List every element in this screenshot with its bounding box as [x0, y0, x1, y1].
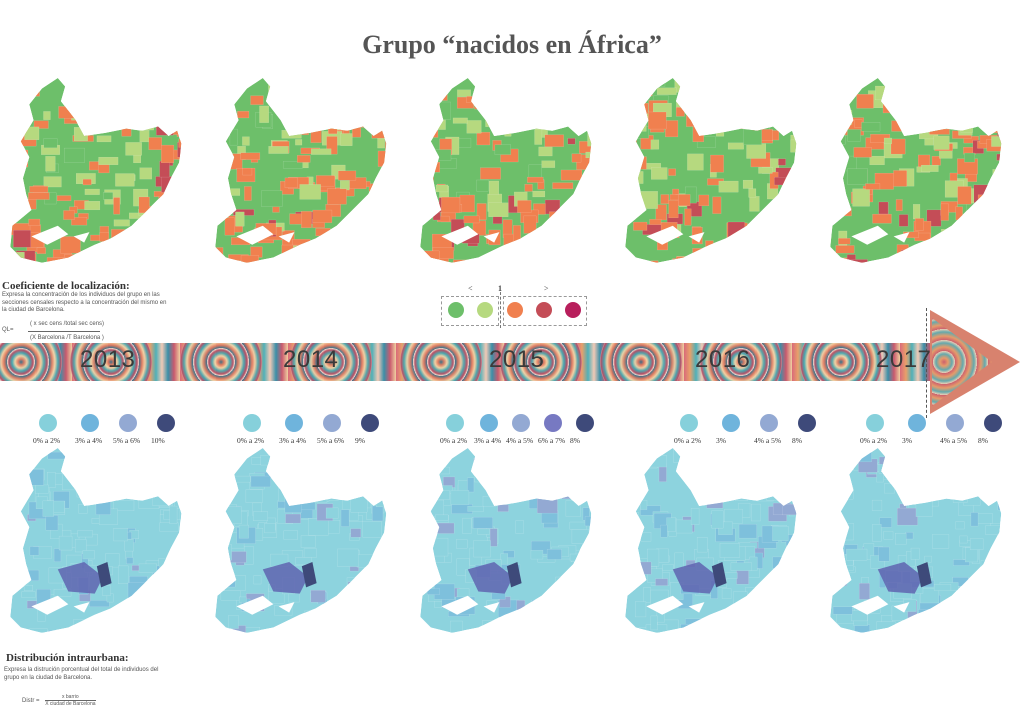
percent-legend-dot	[285, 414, 303, 432]
ql-legend-dot	[536, 302, 552, 318]
percent-legend-label: 6% a 7%	[538, 436, 566, 445]
percent-legend-label: 5% a 6%	[113, 436, 141, 445]
di-formula: Distr = x barrio X ciudad de Barcelona	[22, 694, 96, 707]
di-heading: Distribución intraurbana:	[6, 652, 129, 664]
percent-legend-label: 9%	[355, 436, 365, 445]
ql-map	[0, 78, 200, 273]
percent-legend-dot	[866, 414, 884, 432]
ql-map	[410, 78, 610, 273]
dist-map	[205, 448, 405, 643]
ql-map	[820, 78, 1020, 273]
di-description: Expresa la distrución porcentual del tot…	[4, 667, 159, 681]
percent-legend-label: 0% a 2%	[237, 436, 265, 445]
ql-map	[615, 78, 815, 273]
ql-legend-low-box	[441, 296, 499, 326]
dist-map	[820, 448, 1020, 643]
dist-map	[0, 448, 200, 643]
percent-legend-label: 0% a 2%	[33, 436, 61, 445]
ql-legend-high-box	[503, 296, 587, 326]
ql-legend-less: <	[468, 284, 473, 293]
percent-legend-dot	[984, 414, 1002, 432]
percent-legend-label: 8%	[792, 436, 802, 445]
percent-legend-label: 4% a 5%	[940, 436, 968, 445]
percent-legend-label: 3% a 4%	[75, 436, 103, 445]
timeline-divider	[926, 308, 927, 418]
ql-legend: < 1 >	[441, 284, 587, 328]
percent-legend-label: 3% a 4%	[279, 436, 307, 445]
ql-legend-one: 1	[498, 284, 502, 293]
percent-legend-dot	[576, 414, 594, 432]
page-title: Grupo “nacidos en África”	[362, 30, 662, 59]
ql-legend-dot	[565, 302, 581, 318]
percent-legend-dot	[119, 414, 137, 432]
ql-legend-divider	[500, 292, 501, 328]
percent-legend-label: 0% a 2%	[674, 436, 702, 445]
percent-legend-label: 10%	[151, 436, 165, 445]
percent-legend-dot	[361, 414, 379, 432]
ql-heading: Coeficiente de localización:	[2, 280, 130, 292]
percent-legend-dot	[680, 414, 698, 432]
percent-legend-dot	[243, 414, 261, 432]
percent-legend-dot	[722, 414, 740, 432]
percent-legend-dot	[446, 414, 464, 432]
di-formula-numerator: x barrio	[45, 694, 96, 701]
timeline-band	[0, 343, 935, 381]
di-formula-denominator: X ciudad de Barcelona	[45, 701, 96, 707]
percent-legend-label: 0% a 2%	[860, 436, 888, 445]
ql-map	[205, 78, 405, 273]
ql-explanation: Coeficiente de localización: Expresa la …	[2, 280, 172, 315]
percent-legend-label: 5% a 6%	[317, 436, 345, 445]
percent-legend-dot	[81, 414, 99, 432]
percent-legend-label: 4% a 5%	[754, 436, 782, 445]
ql-description: Expresa la concentración de los individu…	[2, 292, 167, 313]
year-label: 2013	[80, 346, 136, 373]
ql-fraction-bar	[28, 331, 100, 332]
percent-legend-label: 4% a 5%	[506, 436, 534, 445]
dist-map	[410, 448, 610, 643]
ql-legend-dot	[477, 302, 493, 318]
percent-legend-dot	[908, 414, 926, 432]
percent-legend-dot	[760, 414, 778, 432]
percent-legend-label: 3% a 4%	[474, 436, 502, 445]
percent-legend-dot	[323, 414, 341, 432]
percent-legend-dot	[39, 414, 57, 432]
year-label: 2015	[489, 346, 545, 373]
ql-legend-dot	[448, 302, 464, 318]
ql-formula-denominator: (X Barcelona /T Barcelona )	[30, 335, 104, 341]
percent-legend-dot	[157, 414, 175, 432]
year-label: 2014	[283, 346, 339, 373]
percent-legend-dot	[946, 414, 964, 432]
year-label: 2016	[695, 346, 751, 373]
ql-formula-numerator: ( x sec cens /total sec cens)	[30, 321, 105, 327]
percent-legend-dot	[544, 414, 562, 432]
di-formula-label: Distr =	[22, 698, 40, 705]
percent-legend-label: 3%	[716, 436, 726, 445]
year-label: 2017	[876, 346, 932, 373]
percent-legend-label: 0% a 2%	[440, 436, 468, 445]
percent-legend-dot	[798, 414, 816, 432]
percent-legend-label: 8%	[978, 436, 988, 445]
percent-legend-label: 3%	[902, 436, 912, 445]
percent-legend-dot	[512, 414, 530, 432]
ql-legend-dot	[507, 302, 523, 318]
ql-formula-label: QL=	[2, 327, 14, 333]
dist-map	[615, 448, 815, 643]
ql-legend-greater: >	[544, 284, 549, 293]
percent-legend-dot	[480, 414, 498, 432]
percent-legend-label: 8%	[570, 436, 580, 445]
